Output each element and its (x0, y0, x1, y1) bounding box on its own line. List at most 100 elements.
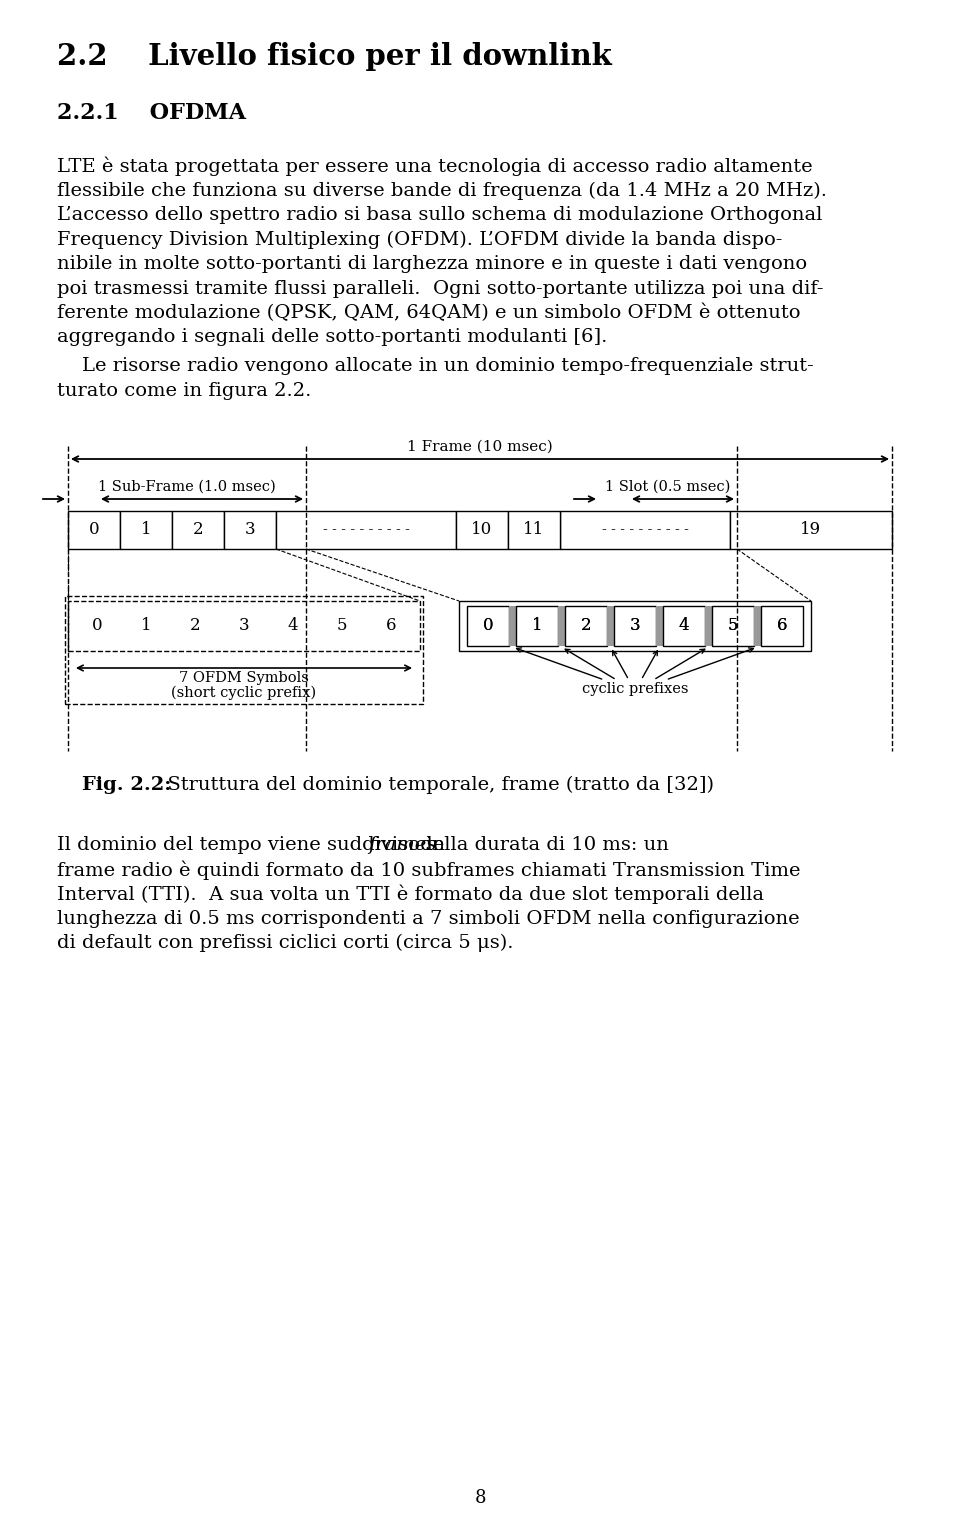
Text: Interval (TTI).  A sua volta un TTI è formato da due slot temporali della: Interval (TTI). A sua volta un TTI è for… (57, 885, 764, 904)
Text: Frequency Division Multiplexing (OFDM). L’OFDM divide la banda dispo-: Frequency Division Multiplexing (OFDM). … (57, 230, 782, 248)
Bar (467, 607, 509, 647)
Text: di default con prefissi ciclici corti (circa 5 μs).: di default con prefissi ciclici corti (c… (57, 935, 514, 953)
Bar (558, 607, 565, 647)
Bar (558, 607, 565, 647)
Text: 2.2.1    OFDMA: 2.2.1 OFDMA (57, 103, 246, 124)
Bar (216, 607, 223, 647)
Text: 8: 8 (474, 1489, 486, 1507)
Text: 5: 5 (337, 617, 348, 634)
Bar (656, 607, 663, 647)
Text: frame radio è quindi formato da 10 subframes chiamati Transmission Time: frame radio è quindi formato da 10 subfr… (57, 861, 801, 879)
Text: 11: 11 (523, 521, 544, 539)
Bar (754, 607, 761, 647)
Bar (459, 601, 811, 651)
Bar (456, 512, 508, 548)
Bar (663, 607, 705, 647)
Text: Fig. 2.2:: Fig. 2.2: (82, 777, 172, 794)
Bar (321, 607, 363, 647)
Bar (363, 607, 370, 647)
Bar (314, 607, 321, 647)
Text: 1 Sub-Frame (1.0 msec): 1 Sub-Frame (1.0 msec) (98, 480, 276, 493)
Bar (614, 607, 656, 647)
Text: 3: 3 (630, 617, 640, 634)
Bar (761, 607, 803, 647)
Bar (167, 607, 174, 647)
Text: Il dominio del tempo viene suddiviso in: Il dominio del tempo viene suddiviso in (57, 836, 451, 853)
Bar (565, 607, 607, 647)
Bar (614, 607, 656, 647)
Text: aggregando i segnali delle sotto-portanti modulanti [6].: aggregando i segnali delle sotto-portant… (57, 328, 608, 346)
Bar (656, 607, 663, 647)
Text: 3: 3 (630, 617, 640, 634)
Bar (705, 607, 712, 647)
Text: 2: 2 (190, 617, 201, 634)
Bar (509, 607, 516, 647)
Text: 1 Slot (0.5 msec): 1 Slot (0.5 msec) (606, 480, 731, 493)
Text: cyclic prefixes: cyclic prefixes (582, 682, 688, 696)
Bar (370, 607, 412, 647)
Text: 5: 5 (728, 617, 738, 634)
Bar (705, 607, 712, 647)
Bar (565, 607, 607, 647)
Bar (712, 607, 754, 647)
Bar (761, 607, 803, 647)
Text: 7 OFDM Symbols: 7 OFDM Symbols (180, 671, 309, 685)
Text: della durata di 10 ms: un: della durata di 10 ms: un (415, 836, 669, 853)
Text: poi trasmessi tramite flussi paralleli.  Ogni sotto-portante utilizza poi una di: poi trasmessi tramite flussi paralleli. … (57, 279, 824, 297)
Text: 0: 0 (483, 617, 493, 634)
Text: 4: 4 (288, 617, 299, 634)
Text: 2: 2 (193, 521, 204, 539)
Bar (508, 512, 560, 548)
Text: 1: 1 (141, 617, 152, 634)
Text: Le risorse radio vengono allocate in un dominio tempo-frequenziale strut-: Le risorse radio vengono allocate in un … (57, 357, 814, 375)
Bar (712, 607, 754, 647)
Bar (120, 512, 172, 548)
Text: 6: 6 (777, 617, 787, 634)
Text: (short cyclic prefix): (short cyclic prefix) (172, 686, 317, 700)
Text: flessibile che funziona su diverse bande di frequenza (da 1.4 MHz a 20 MHz).: flessibile che funziona su diverse bande… (57, 181, 827, 199)
Text: 6: 6 (386, 617, 396, 634)
Text: 3: 3 (239, 617, 250, 634)
Text: 0: 0 (88, 521, 99, 539)
Text: LTE è stata progettata per essere una tecnologia di accesso radio altamente: LTE è stata progettata per essere una te… (57, 156, 812, 176)
Bar (65, 596, 423, 705)
Bar (509, 607, 516, 647)
Bar (516, 607, 558, 647)
Bar (754, 607, 761, 647)
Text: frames: frames (368, 836, 436, 853)
Bar (76, 607, 118, 647)
Text: - - - - - - - - - -: - - - - - - - - - - (602, 522, 688, 538)
Text: 3: 3 (245, 521, 255, 539)
Text: 0: 0 (483, 617, 493, 634)
Text: 6: 6 (777, 617, 787, 634)
Text: lunghezza di 0.5 ms corrispondenti a 7 simboli OFDM nella configurazione: lunghezza di 0.5 ms corrispondenti a 7 s… (57, 910, 800, 927)
Bar (172, 512, 224, 548)
Bar (516, 607, 558, 647)
Text: - - - - - - - - - -: - - - - - - - - - - (323, 522, 409, 538)
Text: 2: 2 (581, 617, 591, 634)
Text: ferente modulazione (QPSK, QAM, 64QAM) e un simbolo OFDM è ottenuto: ferente modulazione (QPSK, QAM, 64QAM) e… (57, 303, 801, 322)
Text: 1: 1 (532, 617, 542, 634)
Bar (663, 607, 705, 647)
Bar (68, 512, 120, 548)
Bar (265, 607, 272, 647)
Bar (276, 512, 456, 548)
Text: 4: 4 (679, 617, 689, 634)
Text: L’accesso dello spettro radio si basa sullo schema di modulazione Orthogonal: L’accesso dello spettro radio si basa su… (57, 205, 823, 224)
Text: nibile in molte sotto-portanti di larghezza minore e in queste i dati vengono: nibile in molte sotto-portanti di larghe… (57, 254, 807, 273)
Text: 1: 1 (141, 521, 152, 539)
Text: turato come in figura 2.2.: turato come in figura 2.2. (57, 381, 311, 400)
Text: 19: 19 (801, 521, 822, 539)
Text: 1: 1 (532, 617, 542, 634)
Text: 10: 10 (471, 521, 492, 539)
Text: 1 Frame (10 msec): 1 Frame (10 msec) (407, 440, 553, 453)
Bar (272, 607, 314, 647)
Bar (607, 607, 614, 647)
Text: 4: 4 (679, 617, 689, 634)
Bar (174, 607, 216, 647)
Bar (467, 607, 509, 647)
Bar (607, 607, 614, 647)
Text: 2: 2 (581, 617, 591, 634)
Text: Struttura del dominio temporale, frame (tratto da [32]): Struttura del dominio temporale, frame (… (156, 777, 714, 794)
Bar (68, 601, 420, 651)
